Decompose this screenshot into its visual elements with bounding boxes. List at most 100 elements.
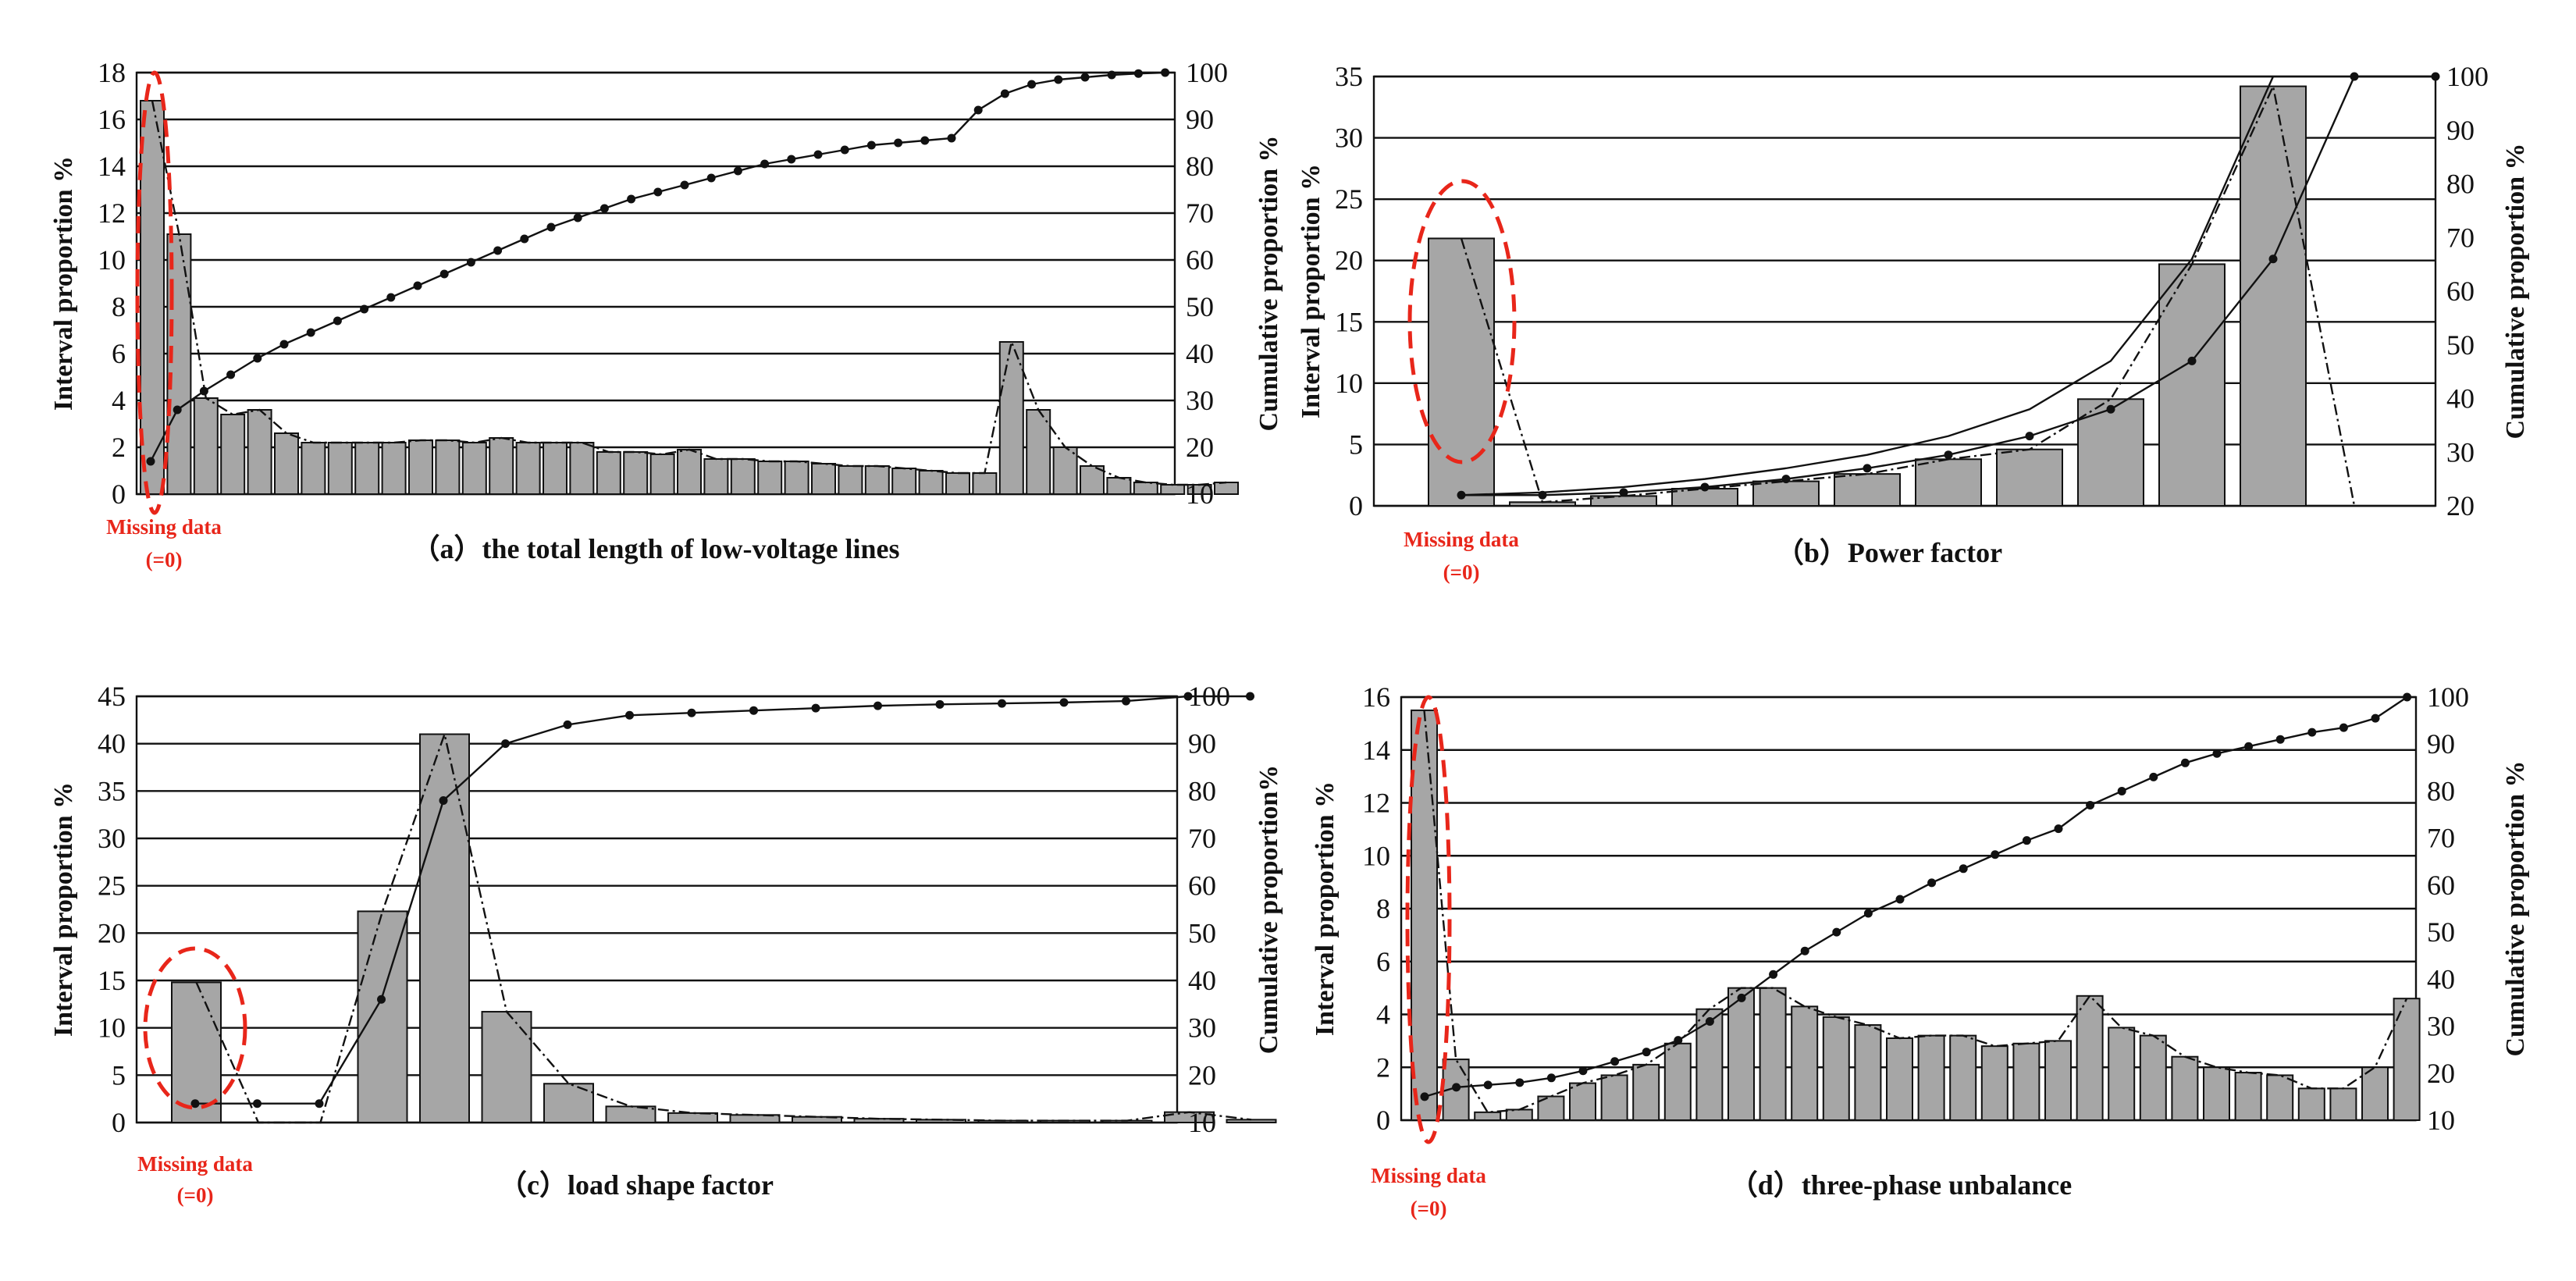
bar bbox=[838, 465, 863, 495]
cumulative-point bbox=[1420, 1092, 1429, 1101]
left-tick-label: 8 bbox=[1376, 893, 1390, 924]
bar bbox=[569, 442, 595, 495]
left-tick-label: 15 bbox=[98, 965, 126, 996]
cumulative-point bbox=[1959, 864, 1968, 874]
missing-data-note: (=0) bbox=[177, 1183, 214, 1207]
cumulative-point bbox=[1700, 482, 1710, 492]
cumulative-point bbox=[253, 1099, 262, 1108]
left-tick-label: 4 bbox=[1376, 999, 1390, 1030]
right-tick-label: 30 bbox=[1188, 1012, 1216, 1044]
left-tick-label: 0 bbox=[1376, 1105, 1390, 1136]
cumulative-point bbox=[1863, 464, 1872, 473]
right-tick-label: 30 bbox=[1186, 385, 1214, 416]
cumulative-point bbox=[1863, 909, 1873, 918]
left-tick-label: 18 bbox=[98, 57, 126, 88]
bar bbox=[357, 910, 408, 1123]
cumulative-point bbox=[787, 155, 796, 164]
cumulative-point bbox=[2244, 742, 2254, 751]
bar bbox=[1590, 495, 1657, 507]
bar bbox=[419, 733, 470, 1123]
bar bbox=[2012, 1042, 2041, 1121]
cumulative-point bbox=[333, 316, 342, 326]
right-tick-label: 40 bbox=[2427, 963, 2455, 995]
right-tick-label: 10 bbox=[1188, 1107, 1216, 1138]
right-tick-label: 70 bbox=[2427, 823, 2455, 854]
cumulative-point bbox=[2054, 824, 2063, 834]
cumulative-point bbox=[1895, 895, 1905, 904]
bar bbox=[2361, 1066, 2389, 1121]
cumulative-point bbox=[546, 222, 556, 232]
left-tick-label: 6 bbox=[1376, 946, 1390, 977]
left-tick-label: 14 bbox=[98, 151, 126, 182]
bar bbox=[1822, 1016, 1850, 1121]
bar bbox=[649, 454, 675, 495]
bar bbox=[435, 439, 461, 495]
cumulative-point bbox=[706, 173, 716, 183]
interval-curve bbox=[1423, 710, 2408, 1114]
left-tick-label: 35 bbox=[1335, 61, 1363, 92]
left-tick-label: 12 bbox=[98, 197, 126, 229]
right-tick-label: 50 bbox=[2427, 916, 2455, 948]
bar bbox=[1133, 482, 1158, 495]
bar bbox=[354, 442, 380, 495]
y-axis-title-left: Interval proportion % bbox=[1297, 164, 1325, 418]
cumulative-point bbox=[813, 150, 823, 159]
bar bbox=[1080, 465, 1105, 495]
right-tick-label: 100 bbox=[1186, 57, 1228, 88]
chart-c: 0 5 10 15 20 25 30 35 40 45 10 20 30 40 50 60 70 80 90 100 I… bbox=[49, 681, 1283, 1207]
bar bbox=[1106, 477, 1132, 495]
bar bbox=[2077, 398, 2144, 507]
cumulative-point bbox=[360, 304, 369, 314]
bar bbox=[543, 442, 568, 495]
bar bbox=[301, 442, 326, 495]
cumulative-point bbox=[998, 699, 1006, 708]
cumulative-point bbox=[1246, 692, 1254, 701]
y-axis-title-right: Cumulative proportion % bbox=[1254, 135, 1283, 431]
chart-b: 0 5 10 15 20 25 30 35 20 30 40 50 60 70 80 90 100 Interva… bbox=[1297, 61, 2530, 584]
bar bbox=[247, 409, 272, 495]
bar bbox=[2203, 1066, 2230, 1121]
cumulative-point bbox=[1674, 1036, 1683, 1045]
y-axis-title-left: Interval proportion % bbox=[49, 156, 78, 411]
bar bbox=[1411, 709, 1438, 1121]
bar bbox=[2044, 1040, 2072, 1121]
plot-frame bbox=[1372, 75, 2437, 507]
cumulative-point bbox=[1080, 73, 1090, 82]
bar bbox=[757, 461, 783, 495]
cumulative-point bbox=[894, 138, 903, 148]
right-tick-label: 50 bbox=[1188, 917, 1216, 948]
cumulative-point bbox=[1122, 696, 1130, 706]
cumulative-point bbox=[199, 386, 208, 396]
right-tick-label: 20 bbox=[2427, 1058, 2455, 1089]
missing-data-label: Missing data bbox=[106, 515, 222, 539]
bar bbox=[2297, 1087, 2325, 1121]
cumulative-point bbox=[2350, 72, 2359, 81]
y-axis-title-left: Interval proportion % bbox=[49, 782, 78, 1037]
bar bbox=[166, 233, 192, 495]
bar bbox=[811, 463, 836, 495]
bar bbox=[1854, 1024, 1882, 1122]
bar bbox=[792, 1116, 842, 1123]
cumulative-point bbox=[2403, 692, 2412, 702]
bar bbox=[2240, 85, 2307, 507]
cumulative-point bbox=[840, 145, 849, 155]
cumulative-point bbox=[2149, 772, 2158, 781]
right-tick-label: 30 bbox=[2446, 436, 2475, 468]
bar bbox=[481, 1011, 532, 1124]
bar bbox=[1834, 473, 1901, 507]
bar bbox=[972, 472, 998, 495]
plot-frame bbox=[135, 695, 1179, 1124]
bar bbox=[605, 1105, 656, 1123]
cumulative-point bbox=[1944, 450, 1953, 460]
right-tick-label: 20 bbox=[1186, 432, 1214, 463]
cumulative-point bbox=[2086, 801, 2095, 810]
right-tick-label: 80 bbox=[2446, 169, 2475, 200]
left-tick-label: 4 bbox=[112, 385, 126, 416]
bar bbox=[1505, 1108, 1533, 1121]
cumulative-point bbox=[760, 159, 770, 169]
left-tick-label: 12 bbox=[1362, 788, 1390, 819]
bar bbox=[220, 414, 246, 495]
chart-caption: （d）three-phase unbalance bbox=[1730, 1169, 2072, 1201]
bar bbox=[1569, 1082, 1596, 1121]
right-tick-label: 90 bbox=[1188, 728, 1216, 760]
